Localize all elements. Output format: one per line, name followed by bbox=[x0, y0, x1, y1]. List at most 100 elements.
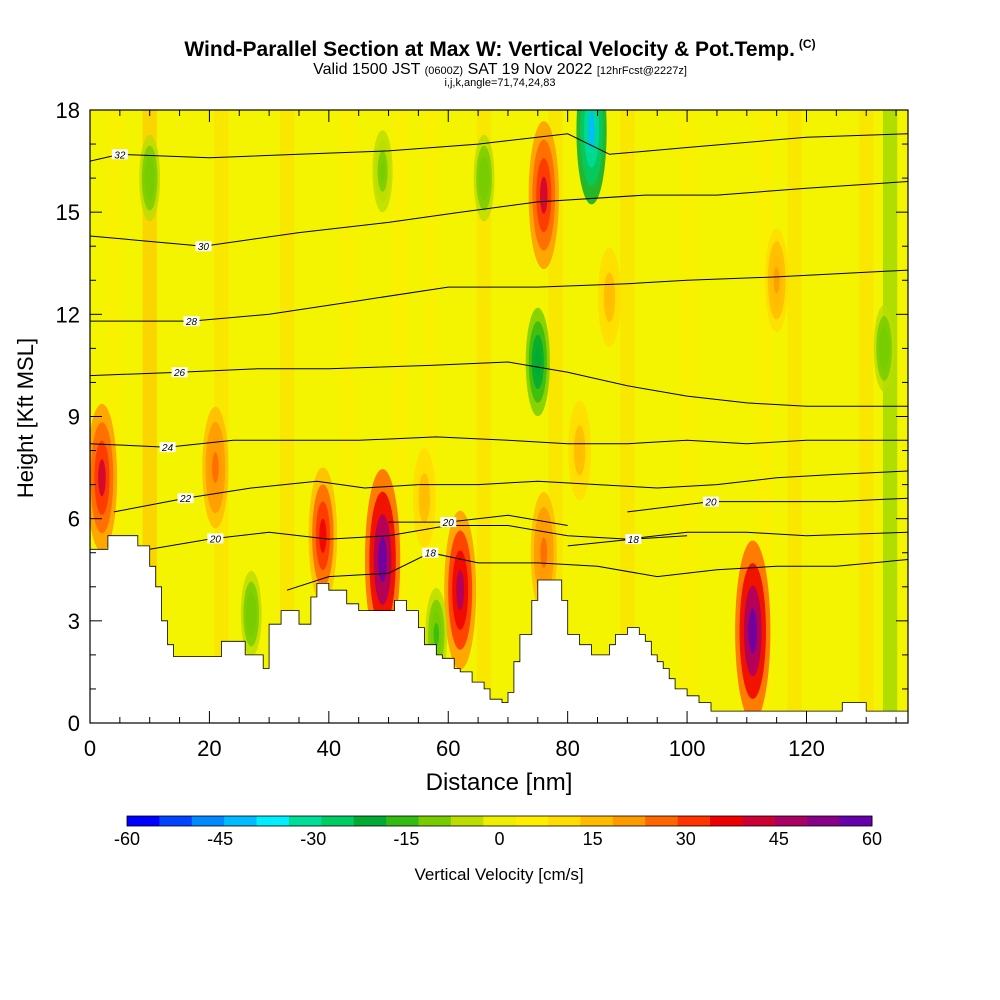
colorbar-tick-label: -45 bbox=[207, 829, 233, 849]
y-tick-label: 12 bbox=[56, 302, 80, 327]
velocity-stripe bbox=[620, 110, 635, 723]
contour-label-box bbox=[440, 517, 457, 528]
colorbar-segment bbox=[418, 816, 452, 826]
y-tick-label: 3 bbox=[68, 609, 80, 634]
y-tick-label: 0 bbox=[68, 711, 80, 736]
colorbar-segment bbox=[774, 816, 808, 826]
contour-label-20: 20 bbox=[207, 533, 224, 545]
contour-label-text: 24 bbox=[161, 443, 174, 454]
x-tick-label: 60 bbox=[436, 736, 460, 761]
x-tick-label: 0 bbox=[84, 736, 96, 761]
contour-label-box bbox=[159, 442, 176, 453]
colorbar-segment bbox=[548, 816, 581, 826]
colorbar-segment bbox=[839, 816, 873, 826]
colorbar-segment bbox=[710, 816, 743, 826]
contour-labels: 18 20 20 18 20 22 24 26 28 30 32 bbox=[111, 149, 719, 560]
downdraft-core bbox=[248, 603, 254, 625]
colorbar-label: Vertical Velocity [cm/s] bbox=[414, 865, 583, 884]
contour-label-box bbox=[177, 493, 194, 504]
contour-label-32: 32 bbox=[111, 149, 128, 161]
x-axis-label: Distance [nm] bbox=[426, 769, 573, 796]
valid-date: SAT 19 Nov 2022 bbox=[467, 61, 593, 78]
velocity-stripe bbox=[679, 110, 695, 723]
colorbar-tick-label: 0 bbox=[494, 829, 504, 849]
contour-label-18: 18 bbox=[422, 547, 439, 560]
contour-label-20: 20 bbox=[440, 517, 457, 529]
contour-label-30: 30 bbox=[195, 241, 212, 253]
contour-label-box bbox=[207, 533, 224, 544]
x-tick-label: 20 bbox=[197, 736, 221, 761]
updraft-core bbox=[540, 176, 548, 214]
chart-title-text: Wind-Parallel Section at Max W: Vertical… bbox=[184, 38, 795, 61]
colorbar-segment bbox=[288, 816, 322, 826]
colorbar-segment bbox=[580, 816, 614, 826]
isentrope-28 bbox=[90, 269, 908, 322]
contour-label-text: 28 bbox=[185, 317, 198, 328]
y-tick-label: 6 bbox=[68, 507, 80, 532]
colorbar-segment bbox=[127, 816, 160, 826]
y-tick-label: 18 bbox=[56, 98, 80, 123]
x-tick-label: 40 bbox=[317, 736, 341, 761]
colorbar-tick-label: 15 bbox=[583, 829, 603, 849]
colorbar-segment bbox=[386, 816, 420, 826]
isentrope-20 bbox=[388, 514, 568, 526]
colorbar-segment bbox=[353, 816, 387, 826]
updraft-core bbox=[576, 438, 583, 464]
updraft-core bbox=[456, 570, 465, 611]
contour-label-box bbox=[702, 496, 719, 507]
colorbar-segment bbox=[224, 816, 258, 826]
updraft-core bbox=[98, 459, 106, 497]
downdraft-core bbox=[534, 348, 541, 376]
copyright-mark: (C) bbox=[798, 37, 816, 51]
utc-time: (0600Z) bbox=[424, 65, 464, 77]
colorbar-segment bbox=[483, 816, 517, 826]
colorbar-tick-label: -30 bbox=[300, 829, 326, 849]
isentrope-26 bbox=[90, 361, 908, 407]
isentrope-24 bbox=[90, 436, 908, 448]
colorbar-tick-label: -60 bbox=[114, 829, 140, 849]
isentrope-22 bbox=[113, 470, 908, 513]
updraft-core bbox=[421, 485, 428, 511]
x-tick-label: 80 bbox=[555, 736, 579, 761]
colorbar-segment bbox=[159, 816, 193, 826]
contour-label-text: 18 bbox=[425, 549, 437, 560]
velocity-stripe bbox=[279, 110, 295, 723]
colorbar-segment bbox=[450, 816, 484, 826]
contour-label-box bbox=[422, 547, 439, 558]
grid-info: i,j,k,angle=71,74,24,83 bbox=[444, 77, 556, 89]
contour-label-box bbox=[625, 534, 642, 545]
chart-title: Wind-Parallel Section at Max W: Vertical… bbox=[0, 37, 1000, 62]
colorbar-segment bbox=[515, 816, 549, 826]
contour-label-28: 28 bbox=[183, 316, 200, 328]
contour-label-24: 24 bbox=[159, 442, 176, 454]
colorbar-frame bbox=[126, 815, 873, 827]
colorbar-tick-label: 30 bbox=[676, 829, 696, 849]
colorbar-segment bbox=[321, 816, 355, 826]
colorbar-segment bbox=[191, 816, 225, 826]
forecast-info: [12hrFcst@2227z] bbox=[596, 65, 687, 77]
contour-label-26: 26 bbox=[171, 367, 188, 379]
axis-ticks: 0 20 40 60 80 100 120 0 3 6 9 12 15 18 bbox=[56, 98, 908, 761]
downdraft-core bbox=[881, 337, 887, 360]
contour-label-22: 22 bbox=[177, 493, 194, 505]
colorbar-tick-label: -15 bbox=[393, 829, 419, 849]
updraft-core bbox=[378, 536, 387, 583]
updraft-core bbox=[748, 608, 758, 654]
isentrope-18 bbox=[286, 552, 908, 591]
isentrope-20 bbox=[627, 497, 908, 513]
colorbar-segment bbox=[256, 816, 290, 826]
contour-label-box bbox=[195, 241, 212, 252]
contour-label-box bbox=[111, 149, 128, 160]
contour-label-text: 30 bbox=[198, 242, 210, 253]
contour-label-20: 20 bbox=[702, 496, 719, 509]
pot-temp-contours bbox=[90, 133, 908, 591]
updraft-core bbox=[773, 267, 780, 294]
valid-time: Valid 1500 JST bbox=[313, 61, 421, 78]
velocity-stripe bbox=[423, 110, 438, 723]
colorbar-segment bbox=[677, 816, 711, 826]
y-tick-label: 15 bbox=[56, 200, 80, 225]
velocity-stripe bbox=[882, 110, 898, 723]
downdraft-core bbox=[147, 167, 153, 189]
chart-subtitle: Valid 1500 JST (0600Z) SAT 19 Nov 2022 [… bbox=[0, 61, 1000, 79]
